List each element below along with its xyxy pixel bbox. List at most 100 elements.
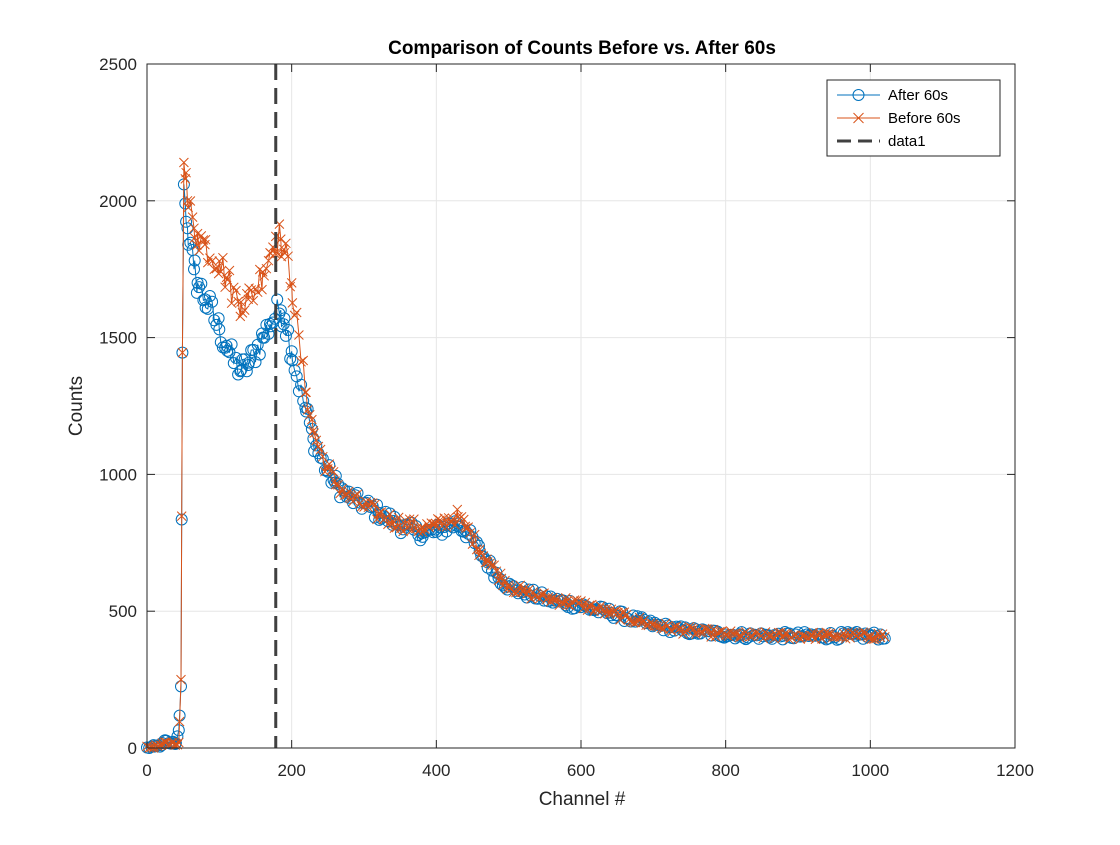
data-point bbox=[220, 282, 230, 293]
data-point bbox=[234, 365, 247, 378]
data-point bbox=[780, 628, 790, 639]
data-point bbox=[258, 331, 271, 344]
data-point bbox=[492, 571, 505, 584]
data-point bbox=[231, 285, 241, 296]
data-point bbox=[317, 451, 328, 462]
data-point bbox=[187, 212, 198, 222]
data-point bbox=[291, 307, 302, 318]
series-layer bbox=[141, 64, 891, 754]
data-point bbox=[879, 632, 890, 642]
data-point bbox=[176, 511, 187, 521]
data-point bbox=[248, 295, 259, 306]
x-tick-label: 600 bbox=[567, 761, 595, 780]
data-point bbox=[259, 270, 270, 281]
data-point bbox=[708, 624, 719, 635]
series-before-60s bbox=[142, 157, 890, 753]
data-point bbox=[617, 607, 628, 618]
data-point bbox=[314, 451, 327, 464]
data-point bbox=[146, 742, 157, 753]
data-point bbox=[206, 295, 219, 308]
data-point bbox=[302, 405, 313, 415]
data-point bbox=[463, 522, 474, 532]
data-point bbox=[152, 741, 163, 751]
ticks: 0 200 400 600 800 1000 1200 0 500 1000 1500 2000 250… bbox=[99, 55, 1034, 780]
data-point bbox=[615, 615, 625, 625]
data-point bbox=[526, 594, 536, 604]
data-point bbox=[283, 251, 293, 262]
data-point bbox=[550, 594, 560, 605]
data-point bbox=[843, 627, 853, 638]
data-point bbox=[181, 167, 191, 178]
data-point bbox=[580, 597, 591, 608]
x-tick-label: 0 bbox=[142, 761, 151, 780]
y-axis-label: Counts bbox=[66, 376, 87, 436]
data-point bbox=[439, 513, 450, 523]
data-point bbox=[221, 272, 232, 283]
data-point bbox=[409, 514, 419, 524]
data-point bbox=[348, 496, 358, 507]
data-point bbox=[301, 402, 314, 415]
data-point bbox=[275, 234, 286, 244]
data-point bbox=[537, 589, 547, 599]
legend-marker-before-60s bbox=[853, 112, 864, 124]
data-point bbox=[211, 263, 222, 274]
data-point bbox=[649, 621, 660, 631]
data-point bbox=[205, 253, 215, 263]
data-point bbox=[278, 244, 289, 255]
data-point bbox=[584, 600, 595, 611]
data-point bbox=[181, 222, 194, 235]
data-point bbox=[869, 634, 879, 644]
data-point bbox=[582, 605, 593, 615]
data-point bbox=[832, 631, 842, 642]
data-point bbox=[238, 353, 251, 366]
data-point bbox=[361, 496, 372, 507]
data-point bbox=[552, 594, 562, 605]
data-point bbox=[309, 428, 319, 438]
data-point bbox=[563, 599, 573, 610]
data-point bbox=[351, 486, 364, 499]
x-tick-label: 1200 bbox=[996, 761, 1034, 780]
data-point bbox=[385, 509, 395, 519]
data-point bbox=[436, 528, 449, 541]
data-point bbox=[295, 378, 308, 391]
data-point bbox=[301, 387, 311, 398]
data-point bbox=[530, 591, 541, 601]
data-point bbox=[645, 618, 656, 628]
data-point bbox=[315, 444, 326, 455]
data-point bbox=[359, 502, 369, 512]
data-point bbox=[349, 489, 362, 502]
data-point bbox=[404, 514, 415, 525]
data-point bbox=[243, 356, 255, 369]
data-point bbox=[286, 354, 299, 367]
data-point bbox=[376, 507, 387, 517]
data-point bbox=[179, 157, 189, 168]
chart-title: Comparison of Counts Before vs. After 60… bbox=[388, 38, 776, 59]
data-point bbox=[189, 233, 200, 243]
data-point bbox=[239, 305, 250, 315]
data-point bbox=[253, 348, 266, 361]
data-point bbox=[686, 622, 697, 633]
data-point bbox=[207, 256, 217, 266]
legend: After 60s Before 60s data1 bbox=[826, 79, 1001, 157]
data-point bbox=[270, 248, 280, 259]
data-point bbox=[723, 631, 734, 642]
data-point bbox=[203, 290, 216, 302]
data-point bbox=[393, 512, 404, 523]
data-point bbox=[284, 352, 297, 365]
y-tick-label: 2500 bbox=[99, 55, 137, 74]
data-point bbox=[383, 519, 393, 530]
data-point bbox=[226, 298, 237, 309]
data-point bbox=[240, 365, 253, 378]
data-point bbox=[307, 414, 317, 425]
data-point bbox=[706, 632, 717, 642]
data-point bbox=[354, 498, 365, 509]
data-point bbox=[560, 593, 571, 603]
data-point bbox=[304, 409, 315, 420]
data-point bbox=[285, 345, 298, 358]
data-point bbox=[177, 347, 188, 358]
data-point bbox=[838, 628, 849, 639]
data-point bbox=[289, 310, 300, 321]
data-point bbox=[224, 265, 235, 276]
